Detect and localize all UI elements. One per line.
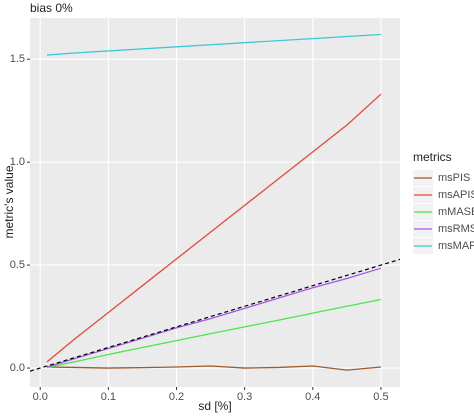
x-tick-label: 0.5 <box>373 391 388 403</box>
legend-label: msPIS <box>438 172 470 184</box>
x-tick-label: 0.2 <box>169 391 184 403</box>
y-tick-label: 1.0 <box>10 156 25 168</box>
x-axis-title: sd [%] <box>198 399 231 413</box>
y-tick-label: 0.5 <box>10 259 25 271</box>
reference-line <box>29 258 401 372</box>
x-tick-label: 0.1 <box>101 391 116 403</box>
line <box>47 365 381 371</box>
y-tick-label: 1.5 <box>10 53 25 65</box>
x-tick-label: 0.0 <box>33 391 48 403</box>
line <box>46 267 382 368</box>
line <box>46 298 382 369</box>
legend-label: msAPIS <box>438 189 474 201</box>
line <box>46 33 381 56</box>
legend-label: mMASE <box>438 206 474 218</box>
x-tick-label: 0.3 <box>237 391 252 403</box>
panel <box>30 18 400 387</box>
y-tick-label: 0.0 <box>10 362 25 374</box>
legend-title: metrics <box>413 150 452 164</box>
chart-title: bias 0% <box>30 1 73 15</box>
legend-label: msRMSE <box>438 223 474 235</box>
x-tick-label: 0.4 <box>305 391 320 403</box>
legend-label: msMAPE <box>438 240 474 252</box>
line <box>46 93 382 363</box>
y-axis-title: metric's value <box>2 165 16 238</box>
